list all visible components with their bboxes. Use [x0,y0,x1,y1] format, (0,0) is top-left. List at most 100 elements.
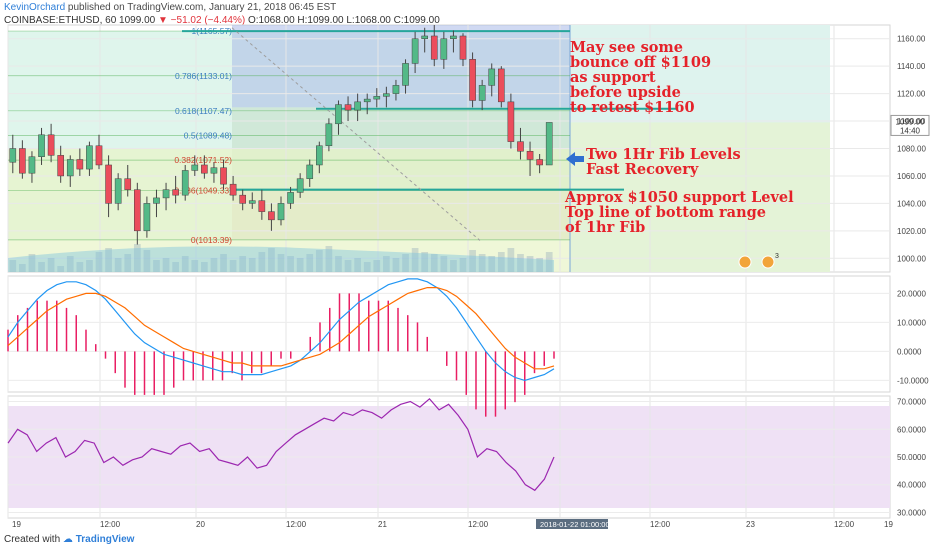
rsi-axis-label: 30.0000 [897,508,926,517]
volume-bar [421,252,429,272]
candle-body [507,101,515,142]
macd-axis-label: 10.0000 [897,318,926,327]
candle-body [28,156,36,174]
last-price-tag-value: 1099.00 [896,117,925,126]
volume-bar [335,256,342,272]
volume-bar [296,258,304,272]
volume-bar [47,258,55,272]
candle-body [229,183,237,196]
volume-bar [277,254,285,272]
volume-bar [517,254,524,272]
time-axis-label: 23 [746,520,755,529]
down-arrow-icon: ▼ [157,15,168,26]
author-link[interactable]: KevinOrchard [4,2,66,13]
candle-body [488,68,496,86]
rsi-axis-label: 40.0000 [897,481,926,490]
annotation-support: Approx $1050 support Level Top line of b… [565,189,794,236]
candle-body [162,189,170,199]
volume-bar [392,258,400,272]
time-axis-label: 20 [196,520,205,529]
candle-body [38,134,45,157]
volume-bar [306,254,314,272]
candle-body [363,98,371,103]
candle-body [287,192,294,204]
volume-bar [162,258,170,272]
volume-bar [545,252,553,272]
candle-body [19,148,26,174]
volume-bar [402,254,409,272]
candle-body [268,211,275,221]
volume-bar [124,254,132,272]
footer-brand[interactable]: TradingView [75,534,135,545]
macd-axis-label: 20.0000 [897,289,926,298]
price-axis-label: 1160.00 [897,35,926,44]
volume-bar [210,258,218,272]
symbol-text: COINBASE:ETHUSD, 60 [4,15,117,26]
candle-body [354,101,361,111]
candle-body [124,178,132,190]
candle-body [181,170,189,196]
candle-body [430,35,438,60]
volume-bar [478,254,486,272]
candle-body [344,104,352,111]
price-axis-label: 1140.00 [897,62,926,71]
macd-axis-label: -10.0000 [897,376,929,385]
candle-body [66,159,74,177]
volume-bar [220,254,227,272]
fib-label: 0.786(1133.01) [175,71,232,81]
time-axis-label: 12:00 [650,520,671,529]
candle-body [421,35,428,39]
candle-body [57,155,64,177]
candle-body [478,85,486,101]
time-axis-label: 12:00 [834,520,855,529]
time-axis-label: 19 [12,520,21,529]
published-text: published on TradingView.com, January 21… [67,2,337,13]
price-axis-label: 1080.00 [897,145,926,154]
candle-body [469,59,476,101]
volume-bar [38,262,45,272]
footer: Created with ☁ TradingView [4,534,134,545]
volume-bar [57,266,65,272]
volume-bar [488,256,496,272]
volume-bar [430,254,438,272]
rsi-line [7,397,555,492]
volume-bar [153,260,160,272]
volume-bar [86,260,93,272]
volume-bar [172,262,179,272]
volume-ma-area [8,246,554,272]
candle-body [526,150,534,160]
volume-bar [114,258,122,272]
price-axis-label: 1020.00 [897,227,926,236]
us-flag-event-icon [738,255,752,269]
candle-body [498,68,505,103]
fib-label: 0.382(1071.52) [174,155,232,165]
volume-bar [526,256,534,272]
footer-created: Created with [4,534,61,545]
publisher-line: KevinOrchard published on TradingView.co… [4,2,336,13]
candle-body [450,35,457,39]
time-axis-label: 12:00 [100,520,121,529]
fib-zone-base [8,148,570,272]
candle-body [411,38,419,64]
volume-bar [19,264,26,272]
volume-bar [363,262,371,272]
candle-body [296,178,304,193]
time-axis-label: 21 [378,520,387,529]
volume-bar [459,258,467,272]
volume-bar [66,256,74,272]
volume-bar [325,246,333,272]
candle-body [392,85,400,94]
volume-bar [469,250,476,272]
tradingview-cloud-icon: ☁ [62,534,73,545]
last-price: 1099.00 [119,15,156,26]
fib-label: 0.618(1107.47) [175,106,232,116]
candle-body [258,200,266,212]
candle-body [86,145,93,170]
last-price-tag-time: 14:40 [900,126,921,135]
volume-bar [229,260,237,272]
candle-body [172,189,179,196]
event-count: 3 [775,253,779,260]
volume-bar [143,250,151,272]
fib-label: 0(1013.39) [191,235,232,245]
